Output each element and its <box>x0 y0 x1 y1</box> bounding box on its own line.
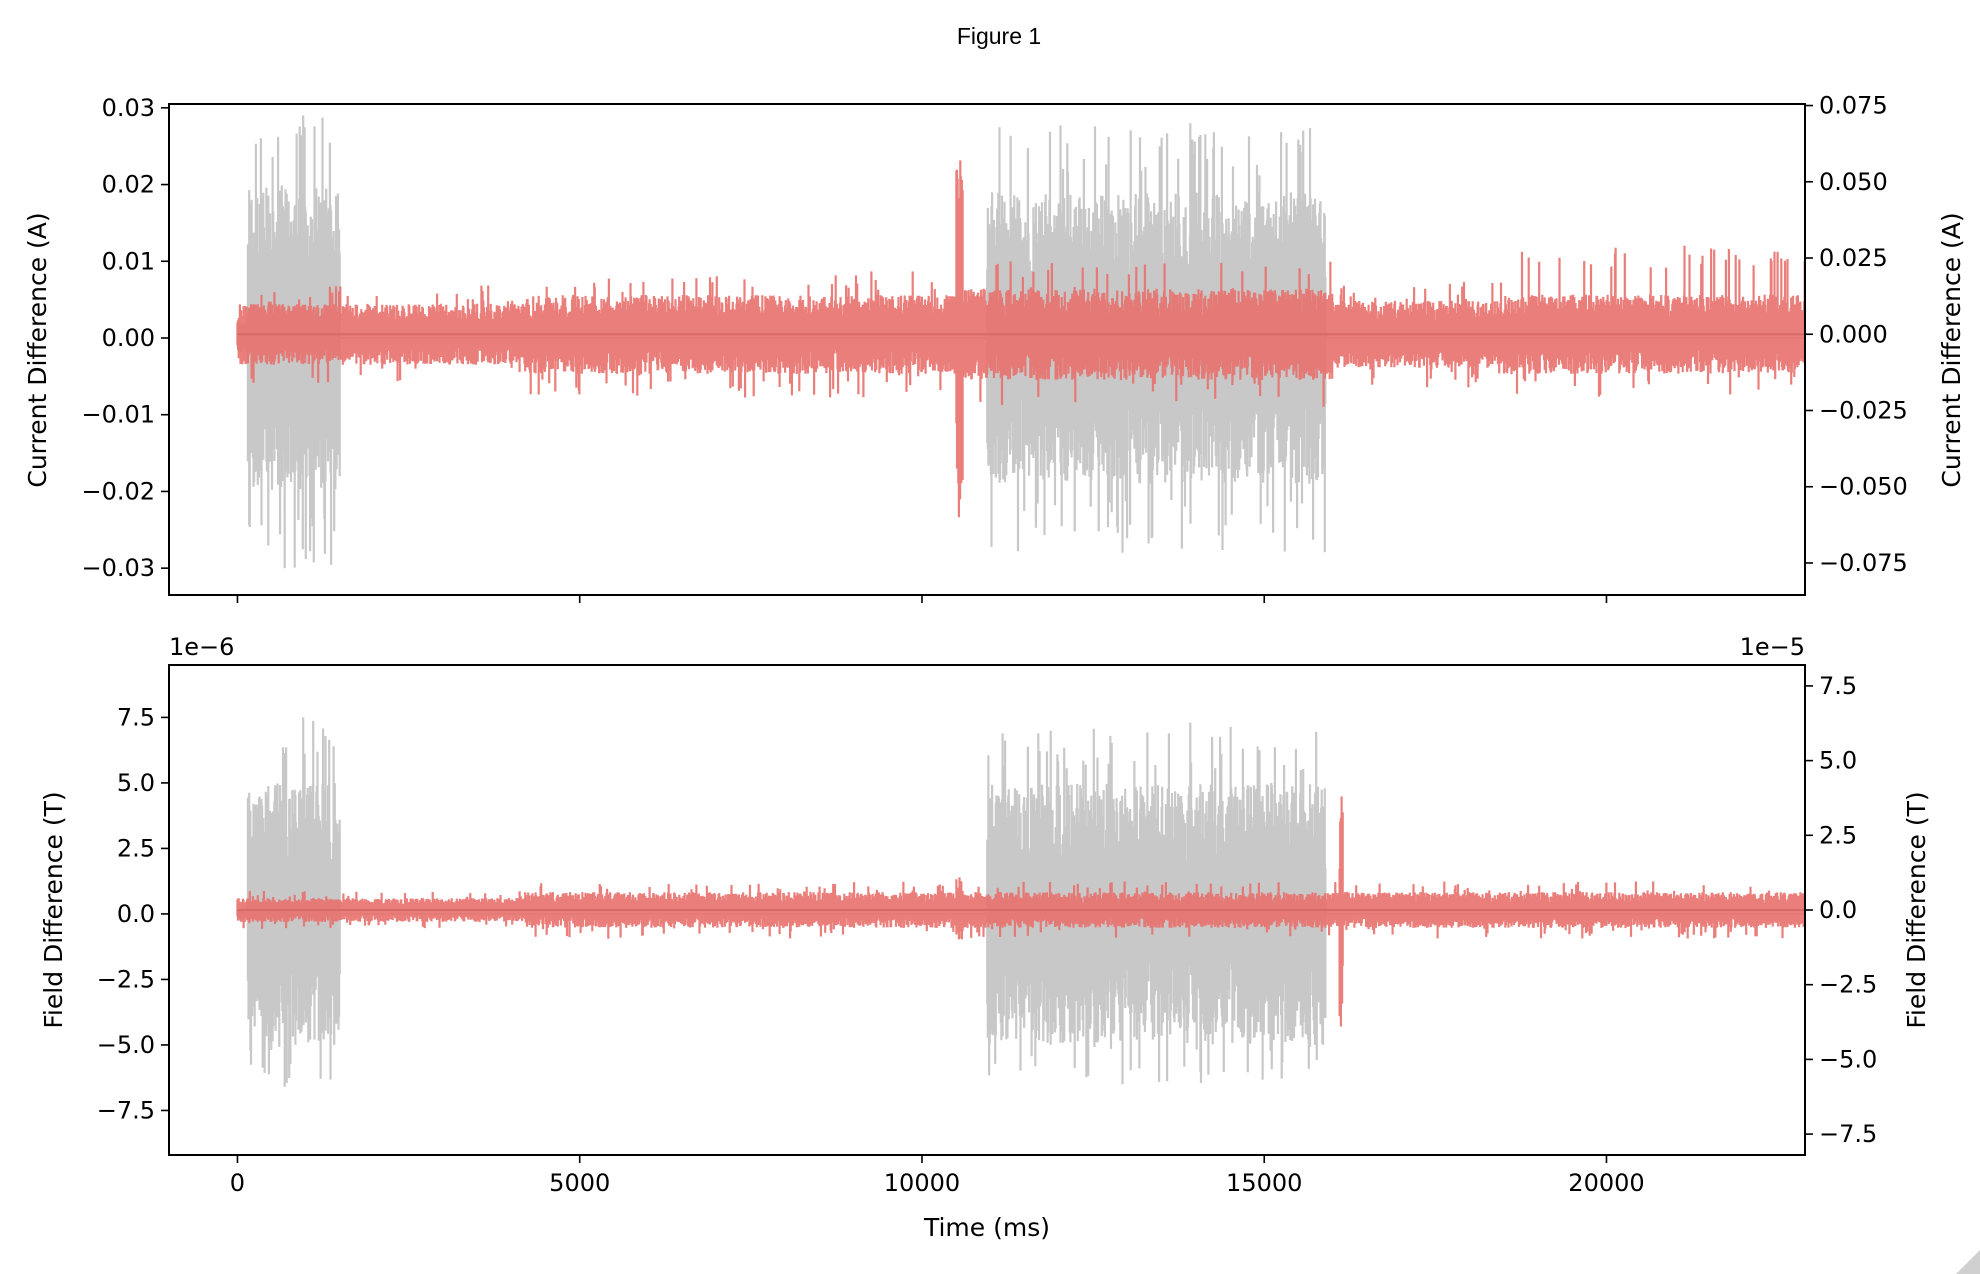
top-y-tick-label-right: −0.050 <box>1819 473 1908 501</box>
bottom-x-tick-label: 5000 <box>549 1169 610 1197</box>
bottom-y-label-left: Field Difference (T) <box>39 791 68 1028</box>
top-axes-frame <box>168 103 1806 596</box>
bottom-y-tick-label-left: 7.5 <box>117 703 155 731</box>
top-y-tick-label-right: 0.075 <box>1819 92 1888 120</box>
bottom-x-tick-label: 10000 <box>884 1169 960 1197</box>
bottom-y-tick-label-right: 5.0 <box>1819 747 1857 775</box>
top-y-label-left: Current Difference (A) <box>23 212 52 487</box>
bottom-x-tick-label: 0 <box>230 1169 245 1197</box>
top-y-tick-label-right: 0.050 <box>1819 168 1888 196</box>
bottom-y-tick-label-left: −5.0 <box>97 1031 155 1059</box>
top-series-red-path <box>236 160 1806 518</box>
top-y-tick-label-left: 0.02 <box>102 171 155 199</box>
bottom-panel: 0 5000 10000 15000 20000 −7.5 −5.0 −2.5 0.0 2.5 5… <box>39 633 1931 1242</box>
top-red-trace <box>236 160 1806 518</box>
top-y-tick-label-left: 0.00 <box>102 324 155 352</box>
top-y-tick-label-left: 0.01 <box>102 247 155 275</box>
window-title: Figure 1 <box>957 23 1041 49</box>
bottom-y-tick-label-left: 0.0 <box>117 900 155 928</box>
bottom-right-offset-text: 1e−5 <box>1740 633 1805 661</box>
top-y-tick-label-left: 0.03 <box>102 94 155 122</box>
top-y-label-right: Current Difference (A) <box>1937 212 1966 487</box>
bottom-y-ticks-left: −7.5 −5.0 −2.5 0.0 2.5 5.0 7.5 <box>97 703 169 1124</box>
bottom-y-tick-label-left: −7.5 <box>97 1096 155 1124</box>
top-y-tick-label-left: −0.02 <box>81 477 155 505</box>
top-y-tick-label-right: 0.025 <box>1819 244 1888 272</box>
top-x-ticks <box>236 595 1608 603</box>
top-panel: −0.03−0.02−0.010.000.010.020.03 −0.075−0… <box>23 92 1966 603</box>
bottom-y-tick-label-left: 5.0 <box>117 769 155 797</box>
bottom-y-tick-label-left: 2.5 <box>117 834 155 862</box>
top-y-tick-label-right: −0.025 <box>1819 396 1908 424</box>
bottom-y-tick-label-right: 0.0 <box>1819 896 1857 924</box>
bottom-y-tick-label-right: −2.5 <box>1819 971 1877 999</box>
top-y-tick-label-left: −0.03 <box>81 554 155 582</box>
bottom-y-tick-label-right: 2.5 <box>1819 821 1857 849</box>
bottom-y-tick-label-left: −2.5 <box>97 965 155 993</box>
bottom-y-tick-label-right: 7.5 <box>1819 672 1857 700</box>
resize-grip-icon[interactable] <box>1956 1250 1980 1274</box>
bottom-x-ticks: 0 5000 10000 15000 20000 <box>230 1155 1645 1197</box>
bottom-red-trace <box>236 796 1806 1027</box>
x-axis-label: Time (ms) <box>923 1213 1050 1242</box>
bottom-y-tick-label-right: −5.0 <box>1819 1045 1877 1073</box>
top-y-ticks-right: −0.075 −0.050 −0.025 0.000 0.025 0.050 0.075 <box>1805 92 1908 577</box>
bottom-x-tick-label: 15000 <box>1226 1169 1302 1197</box>
bottom-y-ticks-right: −7.5 −5.0 −2.5 0.0 2.5 5.0 7.5 <box>1805 672 1877 1148</box>
bottom-left-offset-text: 1e−6 <box>169 633 234 661</box>
bottom-x-tick-label: 20000 <box>1568 1169 1644 1197</box>
top-y-tick-label-right: 0.000 <box>1819 320 1888 348</box>
top-y-tick-label-right: −0.075 <box>1819 549 1908 577</box>
top-y-tick-label-left: −0.01 <box>81 401 155 429</box>
bottom-y-label-right: Field Difference (T) <box>1902 791 1931 1028</box>
top-y-ticks-left: −0.03 −0.02 −0.01 0.00 0.01 0.02 0.03 <box>81 94 169 582</box>
bottom-y-tick-label-right: −7.5 <box>1819 1120 1877 1148</box>
